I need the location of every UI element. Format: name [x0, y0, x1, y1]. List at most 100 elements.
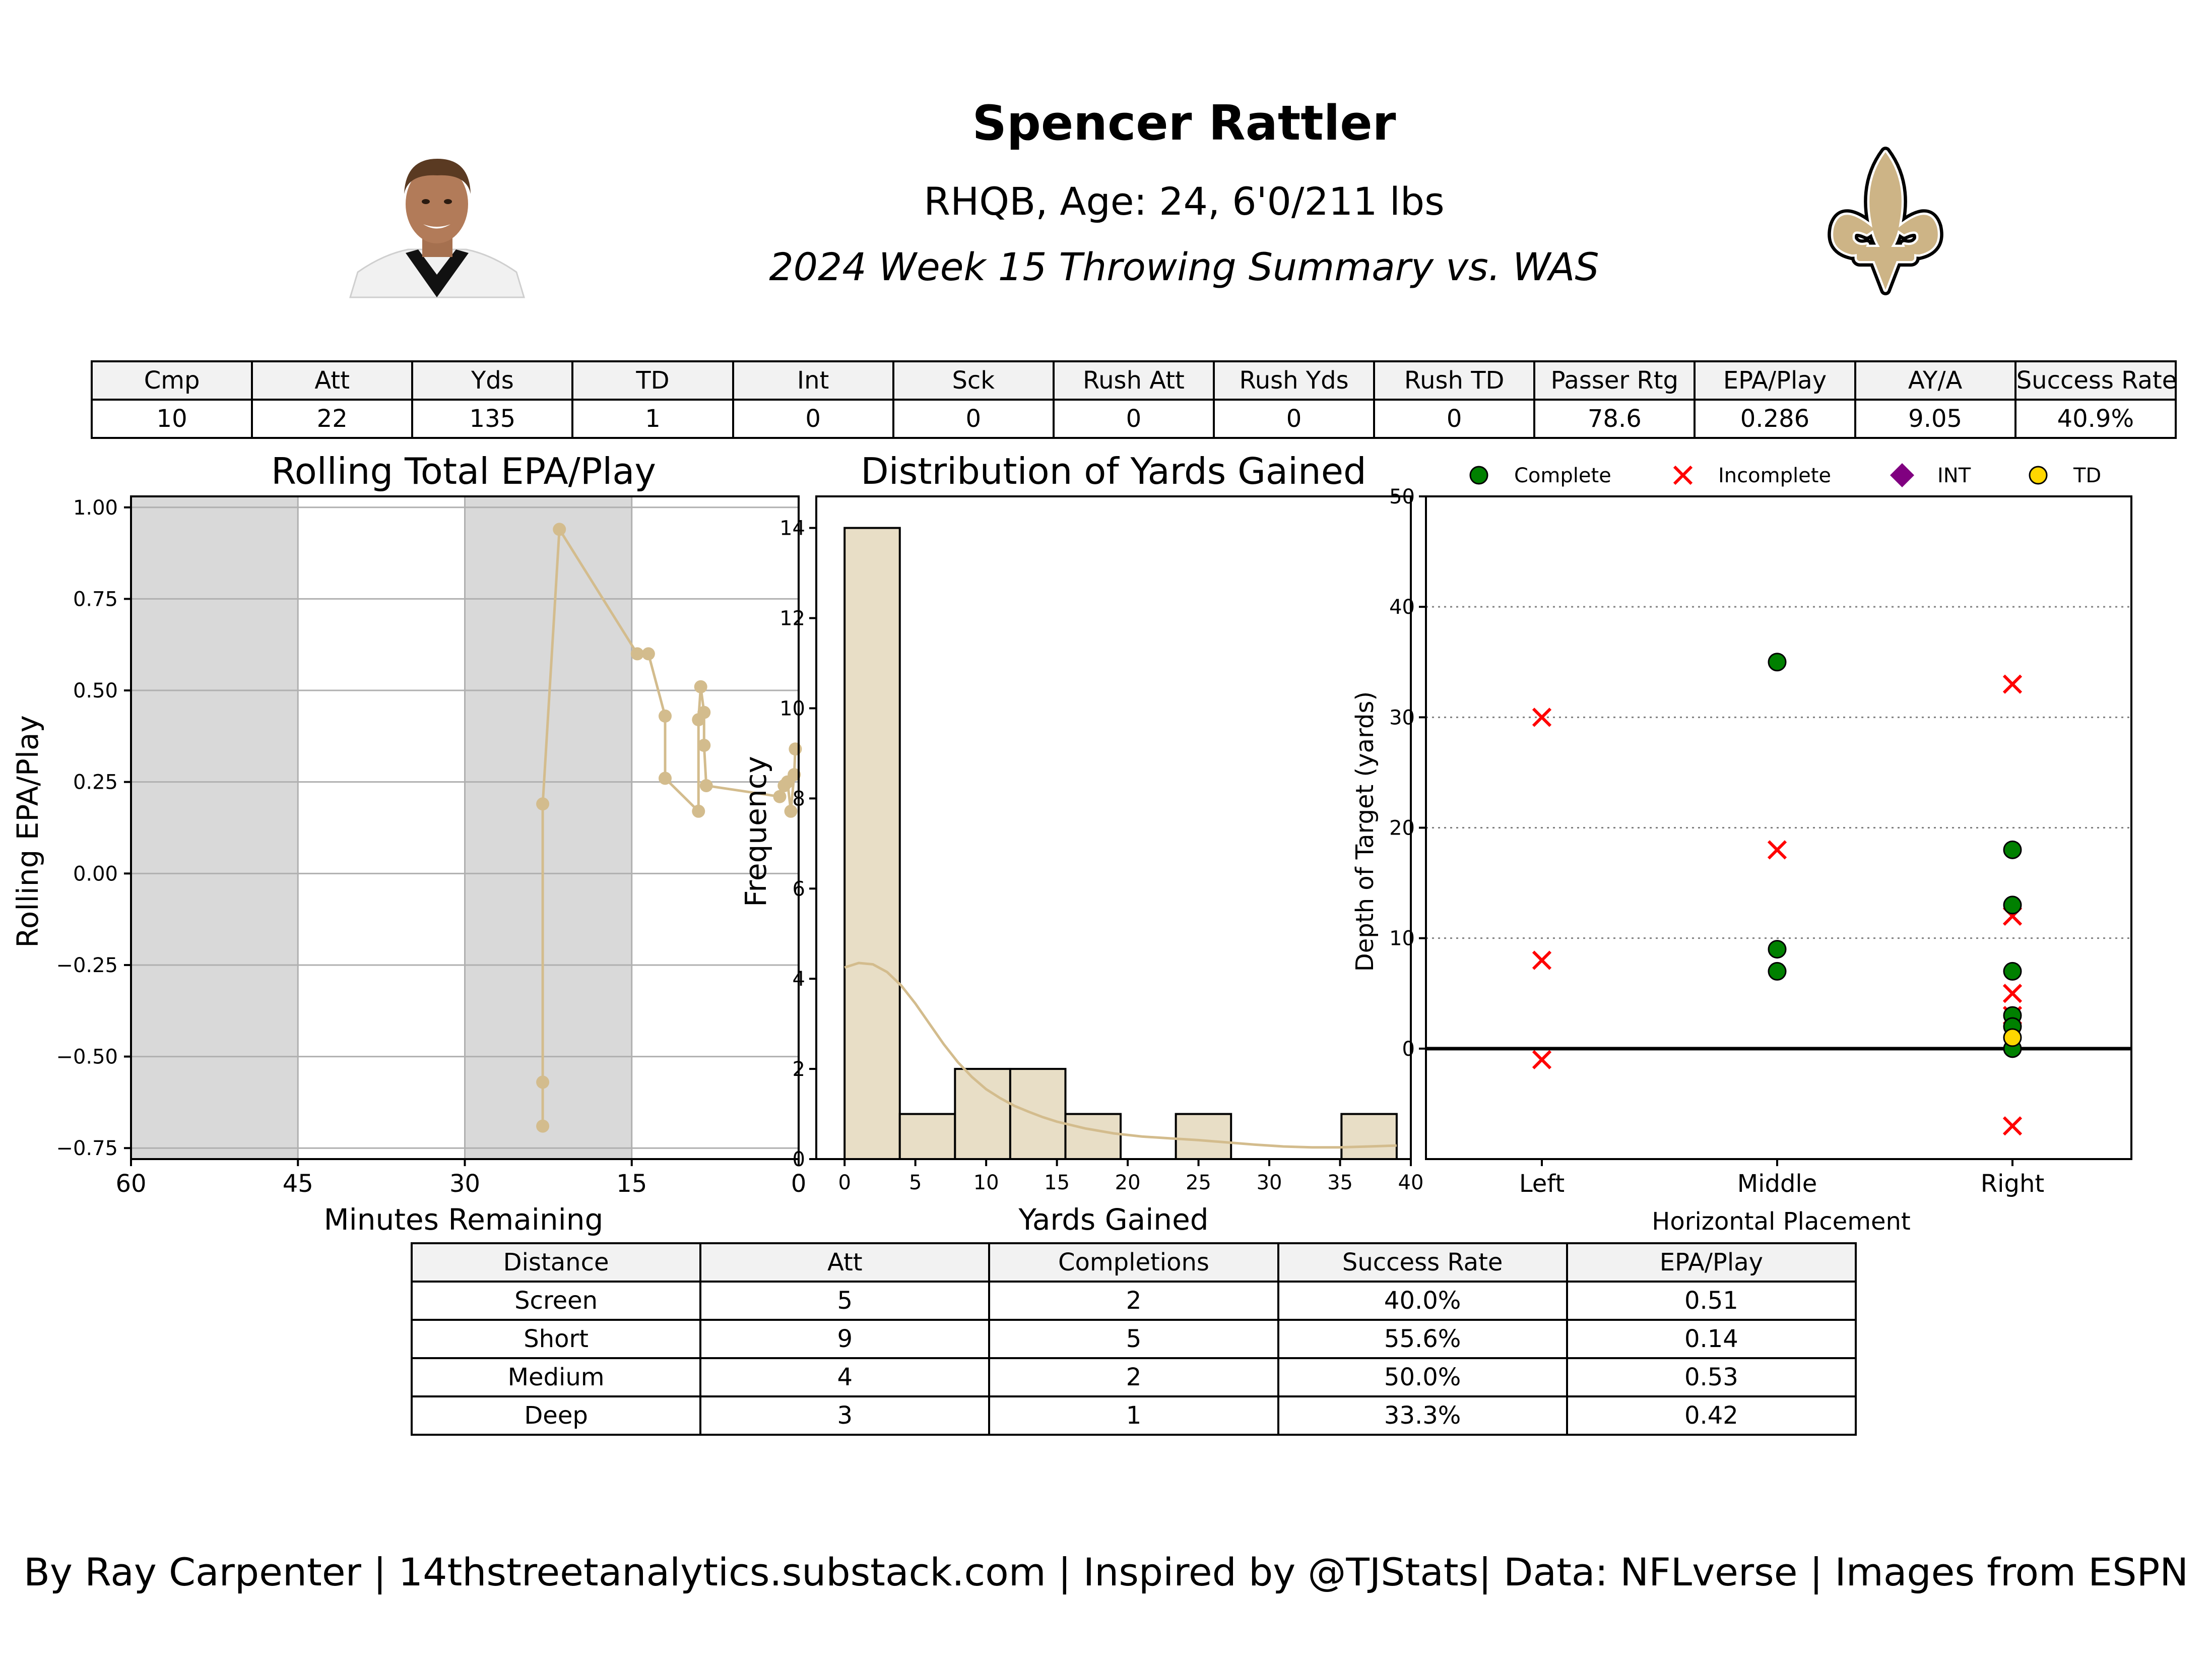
y-tick-label: 0.75: [73, 588, 118, 611]
legend-int-marker: [1890, 463, 1914, 487]
x-tick-label: 30: [1257, 1171, 1282, 1194]
x-axis-label-yards: Yards Gained: [1018, 1202, 1208, 1237]
y-tick-label: 8: [793, 787, 805, 810]
x-tick-label: 5: [909, 1171, 922, 1194]
y-axis-label-depth: Depth of Target (yards): [1351, 691, 1379, 972]
summary-value-row: 10 22 135 1 0 0 0 0 0 78.6 0.286 9.05 40.9%: [90, 399, 2177, 439]
x-tick-label: 15: [616, 1170, 647, 1198]
table-cell: 50.0%: [1277, 1357, 1568, 1397]
summary-value-cell: 1: [571, 399, 734, 439]
table-row: Deep 3 1 33.3% 0.42: [410, 1395, 1857, 1436]
summary-value-cell: 135: [411, 399, 574, 439]
table-cell: 0.53: [1566, 1357, 1857, 1397]
complete-marker: [1768, 940, 1787, 959]
summary-header-cell: Yds: [411, 360, 574, 401]
depth-header-cell: Att: [699, 1242, 991, 1283]
shaded-quarter: [131, 496, 298, 1159]
y-tick-label: 10: [1389, 927, 1415, 950]
complete-marker: [2003, 896, 2022, 915]
y-tick-label: 0: [793, 1148, 805, 1171]
table-cell: 5: [988, 1319, 1279, 1359]
depth-header-cell: EPA/Play: [1566, 1242, 1857, 1283]
summary-header-cell: Rush TD: [1373, 360, 1536, 401]
rolling-epa-point: [697, 739, 711, 752]
legend-complete-marker: [1469, 466, 1488, 485]
incomplete-marker: [1532, 950, 1552, 970]
summary-header-cell: AY/A: [1854, 360, 2016, 401]
legend-td-marker: [2029, 466, 2048, 485]
x-tick-label: 0: [838, 1171, 851, 1194]
histogram-bar: [1340, 1113, 1398, 1160]
summary-value-cell: 40.9%: [2014, 399, 2177, 439]
table-row: Screen 5 2 40.0% 0.51: [410, 1281, 1857, 1321]
rolling-epa-point: [659, 772, 672, 785]
legend-label: Complete: [1514, 464, 1611, 487]
table-cell: 0.42: [1566, 1395, 1857, 1436]
table-cell: 0.51: [1566, 1281, 1857, 1321]
depth-header-cell: Success Rate: [1277, 1242, 1568, 1283]
incomplete-marker: [1532, 1050, 1552, 1069]
table-cell: 9: [699, 1319, 991, 1359]
x-axis-label-horizontal-placement: Horizontal Placement: [1652, 1207, 1911, 1236]
summary-header-cell: Int: [732, 360, 894, 401]
incomplete-marker: [2002, 1116, 2023, 1136]
shaded-quarter: [465, 496, 632, 1159]
summary-value-cell: 22: [251, 399, 414, 439]
summary-header-cell: Att: [251, 360, 414, 401]
rolling-epa-point: [788, 768, 801, 782]
x-axis-label-rolling-epa: Minutes Remaining: [324, 1202, 604, 1237]
rolling-epa-point: [659, 709, 672, 723]
depth-header-row: Distance Att Completions Success Rate EPA/Pl…: [410, 1242, 1857, 1283]
summary-value-cell: 0: [732, 399, 894, 439]
x-tick-label: 30: [449, 1170, 480, 1198]
summary-value-cell: 0: [892, 399, 1055, 439]
y-tick-label: 12: [779, 607, 805, 630]
y-axis-label-rolling-epa: Rolling EPA/Play: [11, 715, 45, 948]
rolling-epa-point: [536, 1119, 550, 1133]
table-cell: 2: [988, 1357, 1279, 1397]
y-tick-label: 4: [793, 968, 805, 991]
game-subtitle: 2024 Week 15 Throwing Summary vs. WAS: [769, 244, 1599, 289]
y-tick-label: 14: [779, 517, 805, 540]
legend-label: INT: [1937, 464, 1971, 487]
summary-value-cell: 0: [1052, 399, 1215, 439]
x-tick-label: 25: [1186, 1171, 1211, 1194]
chart-title-rolling-epa: Rolling Total EPA/Play: [271, 450, 656, 492]
incomplete-marker: [1767, 840, 1787, 860]
depth-header-cell: Completions: [988, 1242, 1279, 1283]
legend-label: TD: [2073, 464, 2101, 487]
summary-value-cell: 78.6: [1533, 399, 1696, 439]
summary-value-cell: 9.05: [1854, 399, 2016, 439]
table-cell: Medium: [410, 1357, 702, 1397]
rolling-epa-point: [694, 680, 707, 693]
axes-frame: [815, 495, 1412, 1160]
rolling-epa-point: [699, 779, 713, 792]
page-title: Spencer Rattler: [972, 96, 1396, 151]
summary-stats-table: Cmp Att Yds TD Int Sck Rush Att Rush Yds Rush TD…: [90, 360, 2177, 439]
rolling-epa-point: [697, 706, 711, 719]
summary-value-cell: 0: [1212, 399, 1376, 439]
x-tick-label: Right: [1981, 1170, 2044, 1198]
summary-value-cell: 10: [90, 399, 253, 439]
player-info: RHQB, Age: 24, 6'0/211 lbs: [924, 179, 1445, 224]
table-cell: Screen: [410, 1281, 702, 1321]
y-tick-label: 40: [1389, 596, 1415, 619]
summary-header-cell: Passer Rtg: [1533, 360, 1696, 401]
team-logo: [1821, 146, 1950, 297]
y-tick-label: 0: [1402, 1038, 1415, 1061]
x-tick-label: Left: [1519, 1170, 1565, 1198]
x-tick-label: 20: [1115, 1171, 1141, 1194]
table-cell: Deep: [410, 1395, 702, 1436]
complete-marker: [2003, 840, 2022, 859]
histogram-bar: [843, 527, 901, 1160]
table-row: Medium 4 2 50.0% 0.53: [410, 1357, 1857, 1397]
y-tick-label: 2: [793, 1058, 805, 1081]
y-tick-label: 0.50: [73, 679, 118, 703]
y-tick-label: 30: [1389, 706, 1415, 729]
y-tick-label: 20: [1389, 817, 1415, 840]
summary-header-cell: Success Rate: [2014, 360, 2177, 401]
td-marker: [2003, 1028, 2022, 1047]
x-tick-label: 15: [1044, 1171, 1070, 1194]
fleur-de-lis-icon: [1828, 147, 1943, 295]
depth-breakdown-table: Distance Att Completions Success Rate EPA/Pl…: [410, 1242, 1857, 1436]
